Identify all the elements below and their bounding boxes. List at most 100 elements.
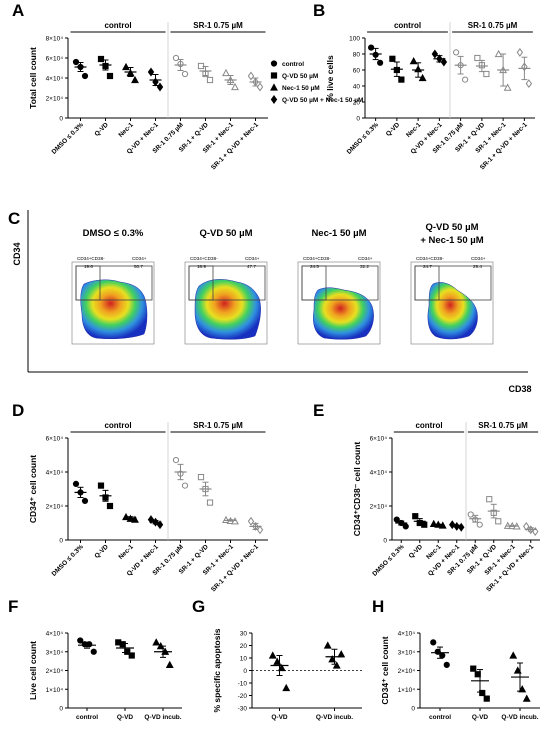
data-point bbox=[430, 639, 437, 646]
data-point bbox=[393, 516, 400, 523]
x-tick-label: Q-VD bbox=[93, 121, 110, 138]
gate-value: 19.6 bbox=[84, 264, 93, 269]
data-point bbox=[277, 663, 286, 672]
y-tick-label: 60 bbox=[353, 68, 361, 75]
panel-label: C bbox=[8, 209, 20, 228]
data-point bbox=[172, 54, 180, 62]
data-point bbox=[462, 76, 469, 83]
y-tick-label: -10 bbox=[238, 681, 248, 688]
y-tick-label: 4×10⁴ bbox=[46, 631, 64, 638]
data-point bbox=[282, 683, 291, 692]
data-point bbox=[77, 637, 84, 644]
y-tick-label: 2×10⁴ bbox=[46, 96, 64, 103]
density-cloud bbox=[194, 279, 261, 340]
group-label: SR-1 0.75 µM bbox=[193, 421, 243, 430]
gate-value: 29.4 bbox=[473, 264, 482, 269]
flow-plot: Q-VD 50 µM + Nec-1 50 µM CD34+CD38- 24.7 CD3… bbox=[410, 222, 494, 345]
density-cloud bbox=[313, 287, 374, 340]
data-point bbox=[256, 82, 264, 92]
y-tick-label: 1×10⁴ bbox=[46, 687, 64, 694]
data-point bbox=[483, 70, 490, 78]
y-axis-label: Live cell count bbox=[28, 641, 38, 700]
x-tick-label: Q-VD bbox=[271, 714, 288, 721]
data-point bbox=[152, 638, 161, 646]
data-point bbox=[106, 72, 114, 80]
data-point bbox=[128, 652, 135, 659]
x-tick-label: Q-VD bbox=[93, 543, 110, 560]
panel-h: H 0 1×10⁴ 2×10⁴ 3×10⁴ 4×10⁴ CD34⁺ cell count co… bbox=[372, 597, 540, 721]
data-point bbox=[328, 655, 337, 663]
legend-label: control bbox=[282, 61, 304, 68]
legend-marker bbox=[270, 60, 278, 67]
data-point bbox=[273, 657, 282, 665]
data-point bbox=[165, 660, 174, 668]
panel-label: B bbox=[313, 1, 325, 20]
x-tick-label: Nec-1 bbox=[117, 121, 135, 139]
data-point bbox=[197, 474, 205, 481]
data-point bbox=[181, 70, 189, 78]
panel-b: B 0 20 40 60 80 100 % live cells control SR-1 0.7… bbox=[313, 1, 535, 171]
legend-marker bbox=[270, 72, 278, 79]
x-tick-label: Q-VD bbox=[408, 543, 425, 560]
y-tick-label: 1×10⁴ bbox=[398, 687, 416, 694]
gate-cd34 bbox=[414, 265, 492, 301]
legend-label: Q-VD 50 µM bbox=[282, 73, 318, 80]
data-point bbox=[72, 480, 80, 487]
x-tick-label: Q-VD incub. bbox=[144, 714, 181, 721]
legend-label: Q-VD 50 µM + Nec-1 50 µM bbox=[282, 97, 363, 104]
data-point bbox=[467, 511, 474, 518]
data-point bbox=[398, 76, 405, 83]
data-point bbox=[97, 482, 105, 489]
data-point bbox=[402, 523, 409, 530]
flow-plot-title: Q-VD 50 µM bbox=[200, 228, 253, 239]
y-tick-label: 20 bbox=[240, 643, 248, 650]
gate-label: CD34+CD38- bbox=[190, 256, 218, 261]
group-label: SR-1 0.75 µM bbox=[468, 21, 518, 30]
y-tick-label: -20 bbox=[238, 693, 248, 700]
data-point bbox=[377, 59, 384, 66]
data-point bbox=[181, 482, 189, 489]
flow-plot-title: Q-VD 50 µM bbox=[426, 222, 479, 233]
data-point bbox=[332, 661, 341, 669]
y-tick-label: 3×10⁴ bbox=[398, 649, 416, 656]
data-point bbox=[522, 694, 531, 702]
x-tick-label: Q-VD incub. bbox=[501, 714, 538, 721]
data-point bbox=[479, 689, 486, 697]
data-point bbox=[440, 57, 448, 67]
x-axis-label: CD38 bbox=[508, 384, 531, 394]
data-point bbox=[509, 651, 518, 659]
data-point bbox=[418, 73, 427, 82]
data-point bbox=[476, 521, 483, 528]
data-point bbox=[122, 62, 130, 71]
x-tick-label: Q-VD bbox=[472, 714, 489, 721]
legend-marker bbox=[270, 83, 278, 91]
data-point bbox=[147, 67, 155, 77]
gate-cd34 bbox=[75, 265, 153, 301]
data-point bbox=[483, 695, 490, 702]
y-tick-label: 2×10⁴ bbox=[46, 668, 64, 675]
data-point bbox=[206, 499, 214, 506]
gate-label: CD34+ bbox=[245, 256, 260, 261]
gate-value: 47.7 bbox=[247, 264, 256, 269]
data-point bbox=[97, 55, 105, 63]
y-axis-label: CD34⁺ cell count bbox=[28, 455, 38, 523]
y-tick-label: 0 bbox=[383, 538, 387, 545]
y-tick-label: 8×10⁴ bbox=[46, 36, 64, 43]
y-tick-label: 6×10⁴ bbox=[370, 436, 388, 443]
legend-label: Nec-1 50 µM bbox=[282, 85, 320, 92]
y-axis-label: Total cell count bbox=[28, 47, 38, 109]
y-tick-label: 4×10⁴ bbox=[370, 470, 388, 477]
y-tick-label: 4×10⁴ bbox=[398, 631, 416, 638]
data-point bbox=[470, 665, 477, 672]
density-cloud bbox=[427, 282, 478, 340]
flow-plot-title: + Nec-1 50 µM bbox=[420, 235, 483, 246]
y-tick-label: 4×10⁴ bbox=[46, 470, 64, 477]
data-point bbox=[81, 497, 89, 504]
y-tick-label: 4×10⁴ bbox=[46, 76, 64, 83]
group-label: SR-1 0.75 µM bbox=[478, 421, 528, 430]
x-tick-label: Q-VD bbox=[385, 121, 402, 138]
data-point bbox=[247, 516, 255, 526]
x-tick-label: Nec-1 bbox=[405, 121, 423, 139]
data-point bbox=[268, 651, 277, 659]
